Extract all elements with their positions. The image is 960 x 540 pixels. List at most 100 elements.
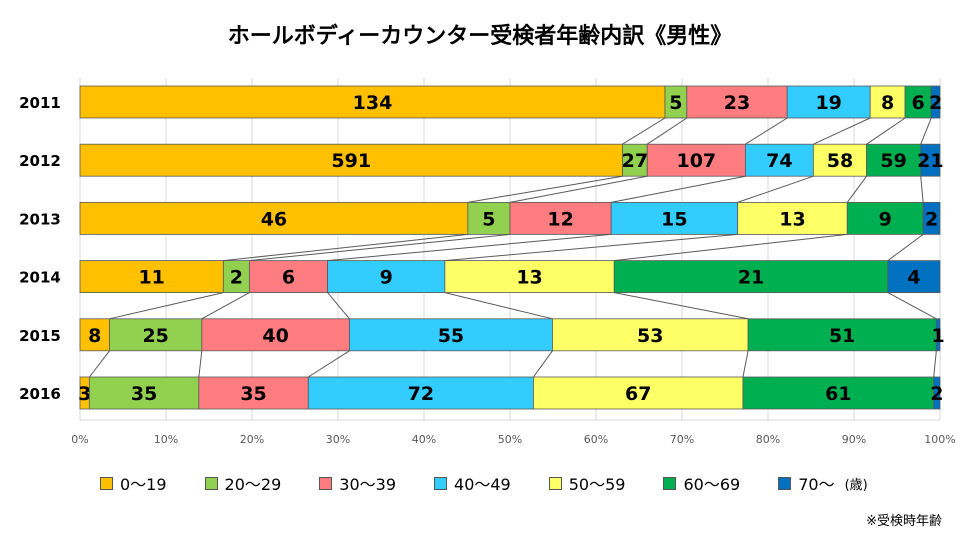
x-tick-label: 20% [240,433,264,446]
series-line [467,175,623,203]
data-label: 35 [240,383,266,405]
data-label: 134 [353,92,393,114]
y-category-label: 2016 [19,385,61,403]
data-label: 53 [637,325,663,347]
legend-label: 70～ [798,475,835,494]
bar-segment [610,201,739,235]
data-label: 2 [929,92,942,114]
bar-segment [349,318,553,352]
data-label: 25 [142,325,168,347]
bar-segment [201,318,350,352]
bar-segment [930,85,941,119]
x-tick-label: 60% [584,433,608,446]
legend-item: 0～19 [100,471,167,495]
bar-segment [467,201,511,235]
data-label: 13 [779,208,805,230]
bar-segment [533,376,744,410]
data-label: 21 [738,267,764,289]
data-label: 19 [815,92,841,114]
series-line [846,175,867,203]
series-line [444,292,553,320]
y-category-label: 2013 [19,210,61,228]
series-line [327,292,350,320]
bar-segment [79,260,224,294]
data-label: 11 [138,267,164,289]
series-line [88,350,110,378]
legend-swatch [204,476,218,490]
series-line [533,350,553,378]
legend-unit: (歳) [844,477,868,493]
bar-segment [747,318,937,352]
legend-swatch [100,476,113,490]
data-label: 9 [380,267,393,289]
series-line [887,233,924,262]
bar-segment [920,143,941,177]
series-line [887,292,937,320]
bar-segment [646,143,746,177]
data-label: 2 [925,208,938,230]
legend-item: 40～49 [434,471,511,495]
bar-segment [922,201,941,235]
bar-segment [307,376,534,410]
data-label: 1 [932,325,945,347]
data-label: 591 [331,150,371,172]
series-line [223,233,468,262]
data-label: 35 [131,383,157,405]
bar-segment [737,201,848,235]
bar-segment [846,201,924,235]
bar-segment [887,260,941,294]
bar-segment [742,376,935,410]
legend-label: 40～49 [454,475,511,494]
data-label: 6 [282,267,295,289]
series-line [813,117,871,145]
series-line [327,233,612,262]
series-line [109,292,224,320]
series-line [614,233,848,262]
series-line [249,233,511,262]
series-line [444,233,738,262]
data-label: 46 [261,208,287,230]
data-label: 21 [917,150,943,172]
y-category-label: 2011 [19,94,61,112]
legend-label: 50～59 [568,475,626,494]
legend-label: 0～19 [120,475,167,494]
series-line [737,175,814,203]
data-label: 72 [408,383,434,405]
data-label: 15 [661,208,687,230]
data-label: 27 [622,150,648,172]
series-line [622,117,666,145]
series-line [509,175,648,203]
series-line [611,175,746,203]
data-label: 107 [676,150,716,172]
legend-label: 60～69 [683,475,741,494]
series-line [201,292,250,320]
data-label: 8 [88,325,101,347]
series-line [198,350,203,378]
series-line [308,350,350,378]
x-tick-label: 0% [71,433,88,446]
bar-segment [222,260,250,294]
data-label: 6 [912,92,925,114]
series-line [933,350,937,378]
x-tick-label: 50% [498,433,522,446]
data-label: 67 [625,383,651,405]
y-category-label: 2014 [19,269,61,287]
series-line [646,117,688,145]
data-label: 59 [880,150,906,172]
bar-segment [866,143,922,177]
legend-swatch [434,476,448,490]
x-tick-label: 30% [326,433,350,446]
data-label: 3 [78,383,91,405]
chart-legend: 0～19 20～29 30～39 40～49 50～59 60～69 70～ (歳) [100,472,868,494]
bar-segment [109,318,203,352]
bar-segment [79,201,469,235]
data-label: 4 [907,267,920,289]
data-label: 13 [516,267,542,289]
data-label: 40 [262,325,288,347]
data-label: 2 [930,383,943,405]
age-note: ※受検時年齢 [866,514,942,529]
y-category-label: 2015 [19,327,61,345]
legend-item: 20～29 [204,471,281,495]
data-label: 74 [766,150,792,172]
y-category-label: 2012 [19,152,61,170]
